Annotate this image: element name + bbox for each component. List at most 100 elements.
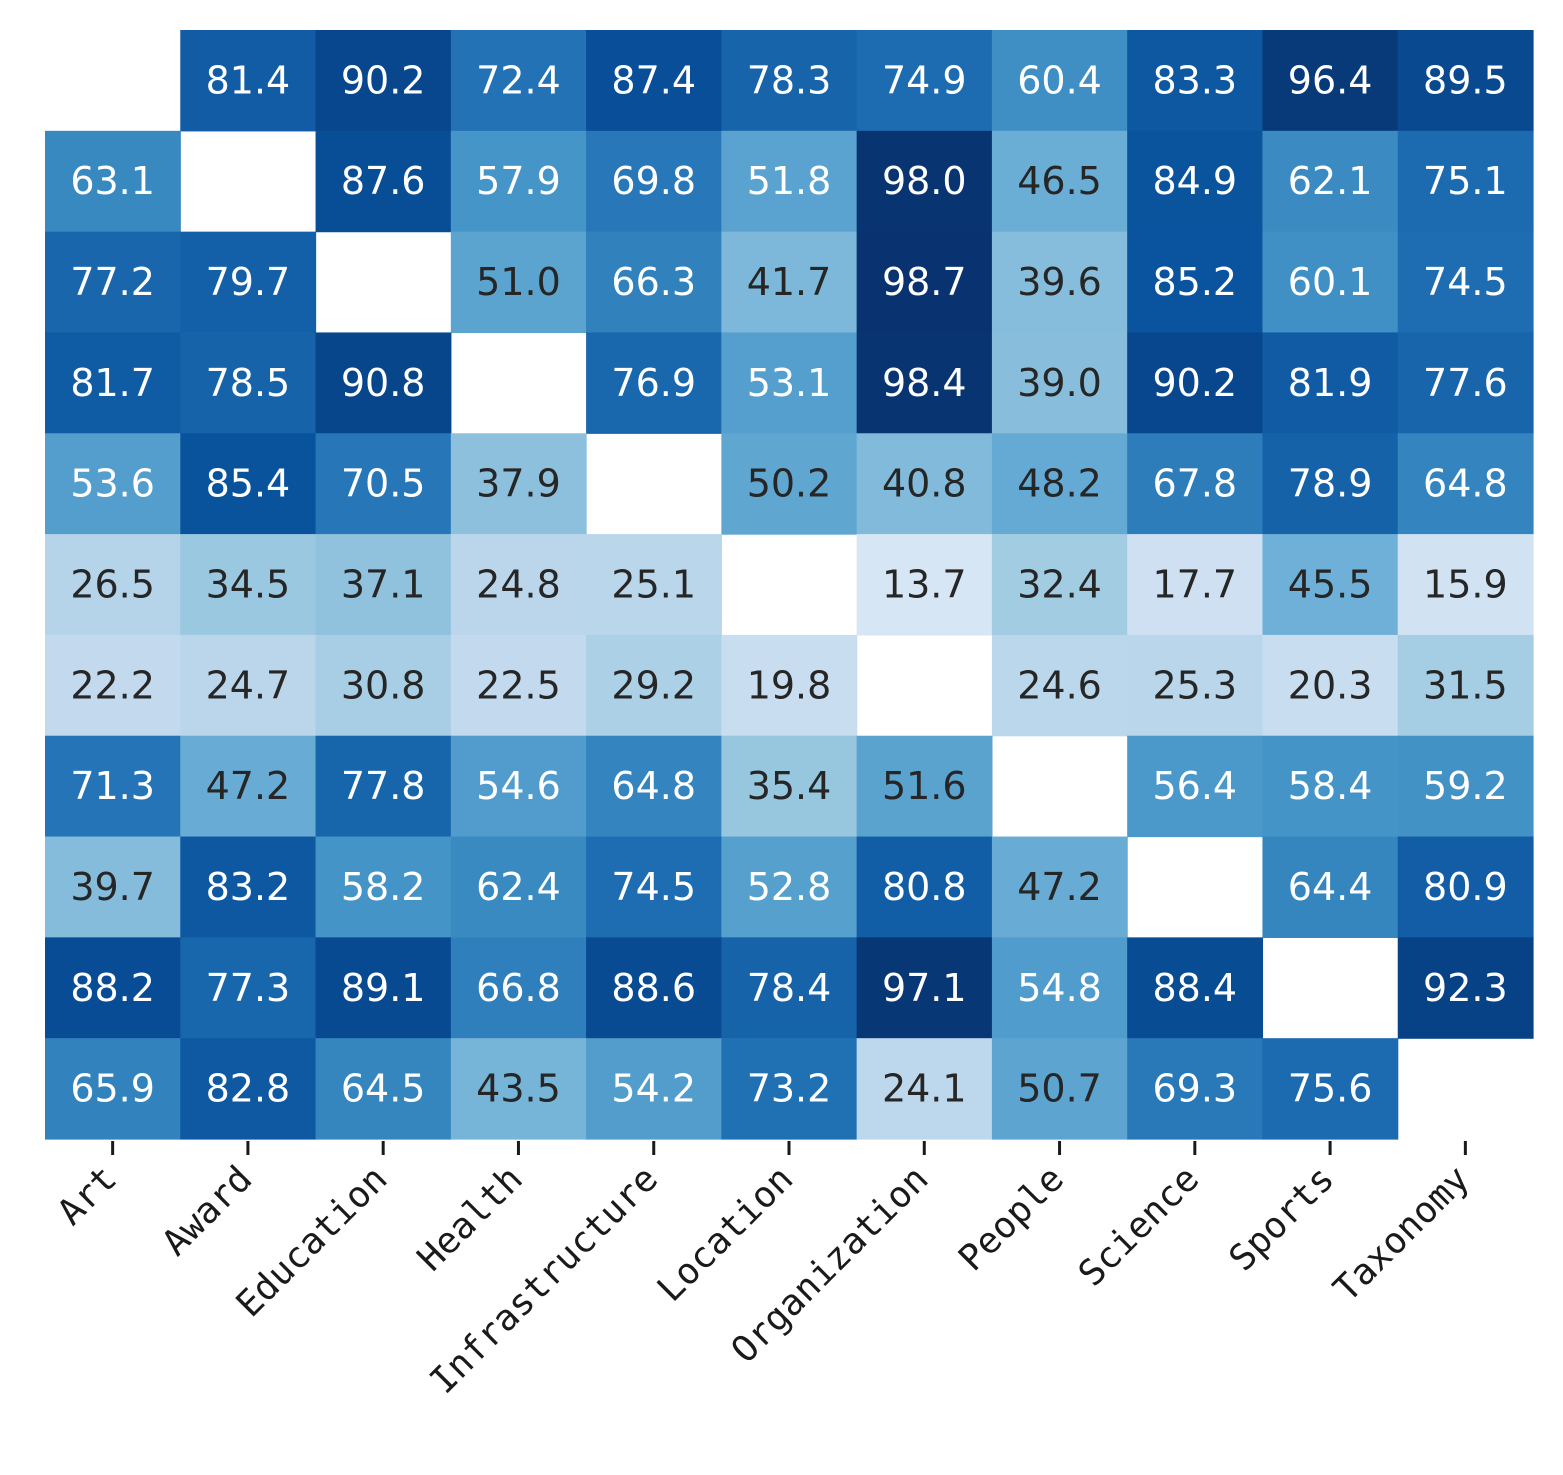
heatmap-cell-label-r4-c5: 50.2 (747, 462, 832, 506)
x-tick-label-1: Award (155, 1158, 261, 1264)
heatmap-cell-r10-c4 (586, 1038, 722, 1140)
heatmap-cell-label-r4-c2: 70.5 (341, 462, 426, 506)
heatmap-cell-r2-c9 (1262, 231, 1399, 334)
heatmap-cell-label-r0-c7: 60.4 (1017, 58, 1102, 102)
heatmap-cell-label-r5-c7: 32.4 (1017, 563, 1102, 607)
heatmap-cell-label-r6-c9: 20.3 (1288, 663, 1373, 707)
heatmap-cell-r0-c4 (586, 30, 722, 132)
heatmap-cell-label-r2-c4: 66.3 (611, 260, 696, 304)
heatmap-cell-r4-c9 (1262, 433, 1399, 535)
heatmap-cell-label-r6-c10: 31.5 (1423, 663, 1508, 707)
heatmap-cell-label-r1-c3: 57.9 (476, 159, 561, 203)
heatmap-cell-r10-c6 (856, 1038, 993, 1140)
heatmap-cell-r7-c9 (1262, 735, 1399, 838)
heatmap-cell-r5-c3 (450, 534, 587, 636)
heatmap-cell-label-r9-c3: 66.8 (476, 966, 561, 1010)
heatmap-cell-r2-c3 (450, 231, 587, 334)
heatmap-cell-label-r4-c3: 37.9 (476, 462, 561, 506)
heatmap-cell-label-r7-c2: 77.8 (341, 764, 426, 808)
heatmap-cell-r2-c10 (1397, 231, 1534, 334)
heatmap-cell-r8-c7 (991, 836, 1128, 938)
heatmap-cell-r3-c8 (1127, 332, 1264, 434)
heatmap-cell-r1-c9 (1262, 130, 1399, 233)
heatmap-cell-r7-c3 (450, 735, 587, 838)
heatmap-cell-r0-c3 (450, 30, 587, 132)
heatmap-cell-label-r4-c0: 53.6 (70, 462, 155, 506)
heatmap-cell-label-r1-c6: 98.0 (882, 159, 967, 203)
heatmap-cell-label-r1-c9: 62.1 (1288, 159, 1373, 203)
heatmap-cell-label-r1-c4: 69.8 (611, 159, 696, 203)
heatmap-cell-labels: 81.4 90.2 72.4 87.4 78.3 74.9 60.4 83.3 96.4 89.5… (70, 58, 1507, 1110)
heatmap-cell-label-r2-c10: 74.5 (1423, 260, 1508, 304)
heatmap-cell-label-r7-c3: 54.6 (476, 764, 561, 808)
heatmap-cell-label-r0-c2: 90.2 (341, 58, 426, 102)
heatmap-cell-r8-c2 (315, 836, 452, 938)
heatmap-cell-label-r3-c0: 81.7 (70, 361, 155, 405)
heatmap-cell-label-r6-c7: 24.6 (1017, 663, 1102, 707)
heatmap-cell-r5-c9 (1262, 534, 1399, 636)
x-tick-label-9: Sports (1222, 1158, 1343, 1279)
heatmap-cells (45, 30, 1534, 1140)
heatmap-cell-label-r3-c5: 53.1 (747, 361, 832, 405)
heatmap-cell-r9-c0 (45, 937, 181, 1039)
heatmap-cell-r6-c0 (45, 634, 181, 737)
heatmap-cell-label-r5-c0: 26.5 (70, 563, 155, 607)
heatmap-cell-r4-c5 (721, 433, 858, 535)
heatmap-cell-r10-c2 (315, 1038, 452, 1140)
heatmap-cell-r6-c7 (991, 634, 1128, 737)
heatmap-cell-label-r7-c10: 59.2 (1423, 764, 1508, 808)
heatmap-cell-label-r9-c0: 88.2 (70, 966, 155, 1010)
heatmap-cell-r1-c5 (721, 130, 858, 233)
heatmap-cell-label-r8-c3: 62.4 (476, 865, 561, 909)
heatmap-cell-label-r9-c4: 88.6 (611, 966, 696, 1010)
heatmap-cell-label-r5-c10: 15.9 (1423, 563, 1508, 607)
heatmap-cell-r10-c7 (991, 1038, 1128, 1140)
heatmap-cell-r3-c1 (180, 332, 317, 434)
heatmap-cell-r3-c5 (721, 332, 858, 434)
heatmap-cell-label-r9-c6: 97.1 (882, 966, 967, 1010)
heatmap-cell-r0-c10 (1397, 30, 1534, 132)
heatmap-cell-label-r3-c8: 90.2 (1153, 361, 1238, 405)
heatmap-cell-label-r5-c1: 34.5 (206, 563, 291, 607)
heatmap-cell-label-r3-c10: 77.6 (1423, 361, 1508, 405)
heatmap-cell-label-r9-c1: 77.3 (206, 966, 291, 1010)
heatmap-cell-r9-c3 (450, 937, 587, 1039)
heatmap-cell-label-r6-c5: 19.8 (747, 663, 832, 707)
heatmap-cell-label-r3-c2: 90.8 (341, 361, 426, 405)
heatmap-cell-r6-c5 (721, 634, 858, 737)
heatmap-cell-label-r2-c5: 41.7 (747, 260, 832, 304)
heatmap-cell-label-r6-c0: 22.2 (70, 663, 155, 707)
heatmap-cell-label-r4-c6: 40.8 (882, 462, 967, 506)
heatmap-cell-label-r3-c4: 76.9 (611, 361, 696, 405)
heatmap-cell-r6-c10 (1397, 634, 1534, 737)
heatmap-cell-r4-c7 (991, 433, 1128, 535)
heatmap-cell-label-r1-c2: 87.6 (341, 159, 426, 203)
heatmap-cell-r7-c8 (1127, 735, 1264, 838)
heatmap-cell-label-r5-c3: 24.8 (476, 563, 561, 607)
heatmap-cell-label-r8-c1: 83.2 (206, 865, 291, 909)
heatmap-cell-r10-c8 (1127, 1038, 1264, 1140)
heatmap-cell-label-r0-c4: 87.4 (611, 58, 696, 102)
heatmap-cell-r8-c6 (856, 836, 993, 938)
heatmap-cell-label-r2-c9: 60.1 (1288, 260, 1373, 304)
heatmap-cell-label-r10-c3: 43.5 (476, 1067, 561, 1111)
heatmap-cell-label-r8-c2: 58.2 (341, 865, 426, 909)
heatmap-cell-label-r9-c10: 92.3 (1423, 966, 1508, 1010)
heatmap-cell-r7-c6 (856, 735, 993, 838)
heatmap-cell-r2-c7 (991, 231, 1128, 334)
heatmap-cell-r9-c2 (315, 937, 452, 1039)
x-tick-label-0: Art (50, 1158, 125, 1233)
heatmap-cell-r7-c0 (45, 735, 181, 838)
heatmap-cell-r4-c1 (180, 433, 317, 535)
heatmap-cell-r0-c8 (1127, 30, 1264, 132)
heatmap-cell-label-r0-c5: 78.3 (747, 58, 832, 102)
heatmap-cell-r9-c7 (991, 937, 1128, 1039)
heatmap-cell-label-r1-c7: 46.5 (1017, 159, 1102, 203)
heatmap-cell-label-r5-c4: 25.1 (611, 563, 696, 607)
heatmap-cell-label-r7-c6: 51.6 (882, 764, 967, 808)
heatmap-cell-r5-c2 (315, 534, 452, 636)
heatmap-cell-label-r2-c7: 39.6 (1017, 260, 1102, 304)
heatmap-cell-label-r2-c0: 77.2 (70, 260, 155, 304)
heatmap-cell-label-r8-c6: 80.8 (882, 865, 967, 909)
